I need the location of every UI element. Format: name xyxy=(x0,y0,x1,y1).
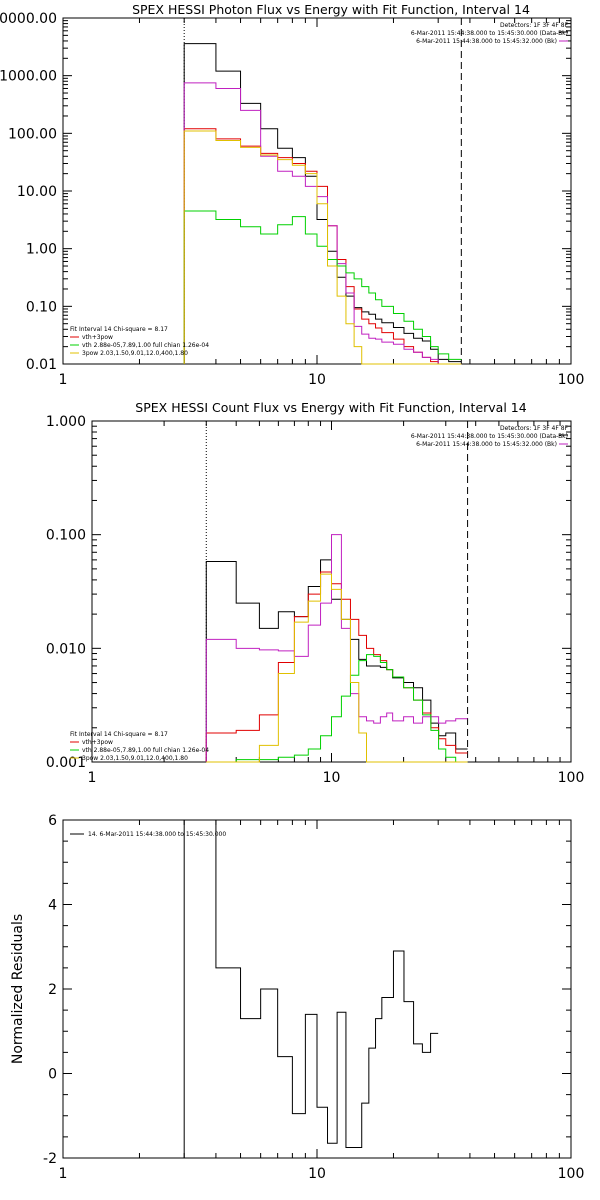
photon-y-tick-label: 0.10 xyxy=(26,299,57,315)
count-legend: Fit Interval 14 Chi-square = 8.17 vth+3p… xyxy=(70,731,209,762)
residuals-panel: Normalized Residuals 6 4 2 0 -2 1 10 100… xyxy=(10,813,584,1182)
photon-x-tick-label: 10 xyxy=(308,372,326,388)
count-header-detectors: Detectors: 1F 3F 4F 8F xyxy=(500,425,569,432)
count-axis-ticks xyxy=(91,420,571,763)
photon-y-tick-label: 10.00 xyxy=(17,184,57,200)
photon-panel-title: SPEX HESSI Photon Flux vs Energy with Fi… xyxy=(132,2,530,17)
residuals-legend-entry: 14. 6-Mar-2011 15:44:38.000 to 15:45:30.… xyxy=(88,831,226,838)
count-series-group xyxy=(205,534,468,763)
photon-y-tick-label: 1.00 xyxy=(26,242,57,258)
photon-y-tick-label: 10000.00 xyxy=(0,11,57,27)
photon-legend-3pow: 3pow 2.03,1.50,9.01,12.0,400,1.80 xyxy=(82,350,188,357)
photon-legend-vth-3pow: vth+3pow xyxy=(82,334,113,341)
series-vth_plus_3pow-line xyxy=(205,571,468,762)
photon-x-tick-labels: 1 10 100 xyxy=(59,372,585,388)
count-x-tick-labels: 1 10 100 xyxy=(88,770,585,786)
photon-y-tick-label: 100.00 xyxy=(8,126,57,142)
photon-axis-ticks xyxy=(62,17,571,365)
count-legend-vth: vth 2.88e-05,7.89,1.00 full chian 1.26e-… xyxy=(82,747,209,754)
count-x-tick-label: 1 xyxy=(88,770,97,786)
count-legend-title: Fit Interval 14 Chi-square = 8.17 xyxy=(70,731,168,738)
residuals-legend: 14. 6-Mar-2011 15:44:38.000 to 15:45:30.… xyxy=(70,831,226,838)
count-panel-title: SPEX HESSI Count Flux vs Energy with Fit… xyxy=(135,400,526,415)
photon-legend-title: Fit Interval 14 Chi-square = 8.17 xyxy=(70,326,168,333)
residuals-x-tick-label: 100 xyxy=(558,1166,585,1182)
residuals-y-tick-label: -2 xyxy=(43,1151,57,1167)
photon-header-bk-interval: 6-Mar-2011 15:44:38.000 to 15:45:32.000 … xyxy=(416,38,557,45)
series-total-line xyxy=(205,559,468,762)
photon-x-tick-label: 100 xyxy=(558,372,585,388)
residuals-x-tick-labels: 1 10 100 xyxy=(59,1166,585,1182)
count-flux-panel: SPEX HESSI Count Flux vs Energy with Fit… xyxy=(46,400,584,786)
count-x-tick-label: 10 xyxy=(323,770,341,786)
residuals-axis-ticks xyxy=(62,819,571,1159)
series-background-line xyxy=(205,534,468,762)
photon-flux-panel: SPEX HESSI Photon Flux vs Energy with Fi… xyxy=(0,2,584,388)
count-legend-vth-3pow: vth+3pow xyxy=(82,739,113,746)
count-y-tick-label: 0.001 xyxy=(46,755,86,771)
photon-legend-vth: vth 2.88e-05,7.89,1.00 full chian 1.26e-… xyxy=(82,342,209,349)
photon-legend: Fit Interval 14 Chi-square = 8.17 vth+3p… xyxy=(70,326,209,357)
photon-header-text: Detectors: 1F 3F 4F 8F 6-Mar-2011 15:44:… xyxy=(411,22,569,45)
count-y-tick-labels: 1.000 0.100 0.010 0.001 xyxy=(46,414,86,771)
series-residual-line xyxy=(183,819,439,1158)
residuals-y-tick-label: 0 xyxy=(48,1067,57,1083)
count-legend-3pow: 3pow 2.03,1.50,9.01,12.0,400,1.80 xyxy=(82,755,188,762)
photon-y-tick-label: 0.01 xyxy=(26,357,57,373)
residuals-series-group xyxy=(183,819,439,1158)
count-x-tick-label: 100 xyxy=(558,770,585,786)
residuals-y-tick-label: 4 xyxy=(48,898,57,914)
residuals-y-tick-labels: 6 4 2 0 -2 xyxy=(43,813,57,1167)
series-background-line xyxy=(183,82,462,365)
photon-header-detectors: Detectors: 1F 3F 4F 8F xyxy=(500,22,569,29)
photon-y-tick-label: 1000.00 xyxy=(0,69,57,85)
photon-y-tick-labels: 10000.00 1000.00 100.00 10.00 1.00 0.10 … xyxy=(0,11,57,373)
residuals-x-tick-label: 1 xyxy=(59,1166,68,1182)
residuals-y-tick-label: 6 xyxy=(48,813,57,829)
photon-x-tick-label: 1 xyxy=(59,372,68,388)
count-y-tick-label: 0.010 xyxy=(46,641,86,657)
series-vth-line xyxy=(183,210,462,364)
series-three_pow-line xyxy=(183,130,462,365)
residuals-y-tick-label: 2 xyxy=(48,982,57,998)
count-header-bk-interval: 6-Mar-2011 15:44:38.000 to 15:45:32.000 … xyxy=(416,441,557,448)
photon-series-group xyxy=(183,43,462,365)
residuals-y-axis-label: Normalized Residuals xyxy=(10,914,26,1064)
count-y-tick-label: 1.000 xyxy=(46,414,86,430)
series-vth-line xyxy=(206,654,468,763)
count-header-text: Detectors: 1F 3F 4F 8F 6-Mar-2011 15:44:… xyxy=(411,425,569,448)
series-three_pow-line xyxy=(206,573,468,763)
count-header-data-interval: 6-Mar-2011 15:44:38.000 to 15:45:30.000 … xyxy=(411,433,568,440)
residuals-x-tick-label: 10 xyxy=(308,1166,326,1182)
photon-header-data-interval: 6-Mar-2011 15:44:38.000 to 15:45:30.000 … xyxy=(411,30,568,37)
count-y-tick-label: 0.100 xyxy=(46,528,86,544)
